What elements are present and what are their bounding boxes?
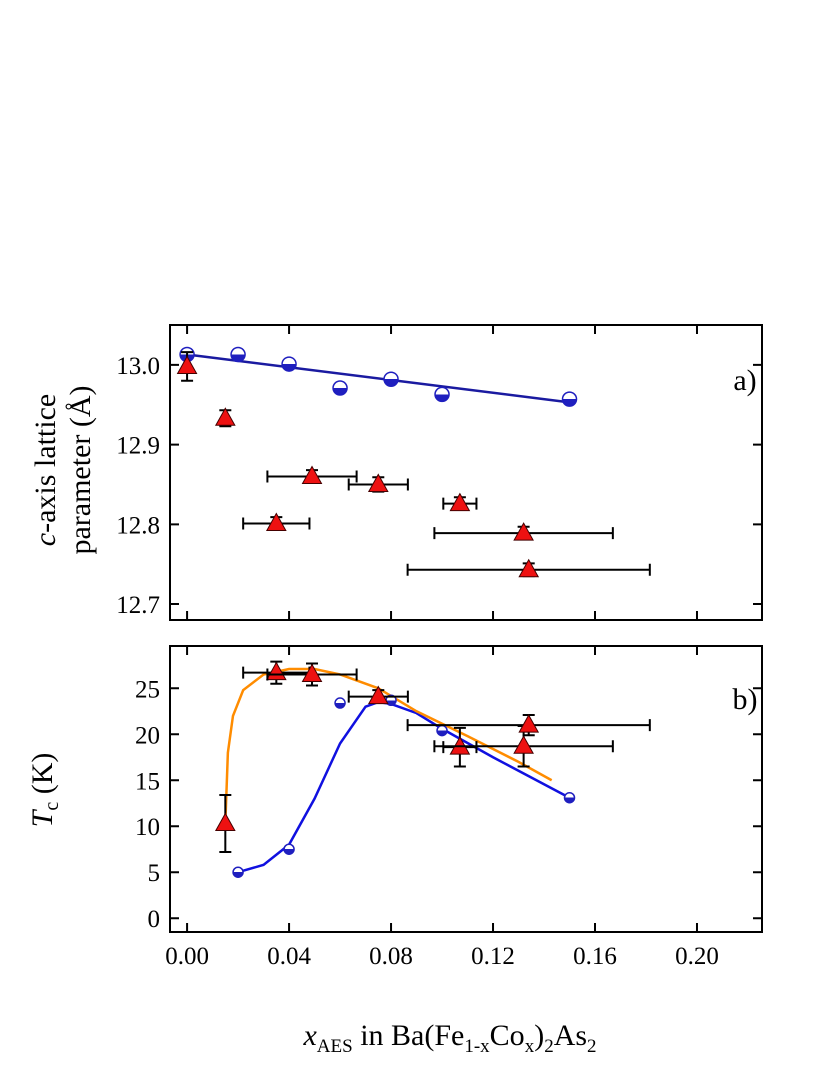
x-label-part: As: [554, 1019, 587, 1052]
data-point: [513, 735, 534, 754]
data-point: [265, 512, 287, 532]
x-label-part: x: [302, 1019, 317, 1052]
data-point: [513, 522, 534, 541]
data-point: [230, 346, 246, 363]
panel-label: b): [733, 683, 758, 716]
y-tick-label: 25: [135, 676, 160, 703]
x-label-part: Co: [490, 1019, 525, 1052]
y-tick-label: 0: [148, 906, 161, 933]
data-point: [449, 492, 471, 512]
y-label-part: c: [41, 802, 63, 811]
y-label-part: -axis lattice: [29, 394, 62, 533]
data-point: [281, 356, 297, 372]
panel-label: a): [733, 364, 756, 397]
y-tick-label: 12.8: [116, 512, 160, 539]
data-point: [214, 812, 236, 831]
data-point: [301, 465, 323, 484]
fit-curve: [186, 353, 570, 404]
x-label-part: 2: [544, 1036, 554, 1057]
data-point: [176, 355, 198, 374]
x-tick-label: 0.12: [471, 943, 515, 970]
data-point: [334, 697, 346, 709]
data-point: [283, 843, 295, 855]
y-tick-label: 15: [135, 768, 160, 795]
data-point: [561, 391, 578, 407]
data-point: [332, 380, 348, 396]
x-tick-label: 0.08: [369, 943, 413, 970]
x-label-part: x: [525, 1036, 535, 1057]
plot-frame: [169, 324, 763, 621]
data-point: [367, 685, 389, 705]
data-point: [436, 724, 448, 737]
x-tick-label: 0.20: [675, 943, 719, 970]
plot-frame: [169, 645, 763, 933]
data-point: [214, 407, 236, 426]
data-point: [563, 791, 576, 804]
x-label-part: 2: [587, 1036, 597, 1057]
data-point: [518, 558, 540, 578]
data-point: [518, 714, 540, 733]
y-label-part: c: [29, 533, 62, 546]
x-label-part: ): [534, 1019, 544, 1052]
x-tick-label: 0.00: [165, 943, 209, 970]
y-axis-label: parameter (Å): [64, 385, 97, 554]
data-point: [383, 371, 399, 387]
x-label-part: AES: [317, 1036, 353, 1057]
y-tick-label: 12.9: [116, 433, 160, 460]
x-tick-label: 0.04: [267, 943, 311, 970]
data-point: [367, 473, 389, 492]
x-axis-label: xAES in Ba(Fe1-xCox)2As2: [302, 1019, 596, 1057]
x-label-part: 1-x: [464, 1036, 490, 1057]
y-label-part: (K): [26, 753, 59, 802]
data-point: [301, 663, 323, 683]
x-label-part: in Ba(Fe: [353, 1019, 465, 1052]
y-tick-label: 10: [135, 814, 160, 841]
y-tick-label: 5: [148, 860, 161, 887]
y-tick-label: 12.7: [116, 592, 160, 619]
y-axis-label: Tc (K): [26, 753, 63, 828]
data-point: [232, 866, 244, 878]
y-label-part: T: [26, 808, 59, 827]
y-axis-label: c-axis lattice: [29, 394, 62, 546]
y-tick-label: 20: [135, 722, 160, 749]
y-tick-label: 13.0: [116, 353, 160, 380]
data-point: [434, 386, 450, 403]
x-tick-label: 0.16: [573, 943, 617, 970]
